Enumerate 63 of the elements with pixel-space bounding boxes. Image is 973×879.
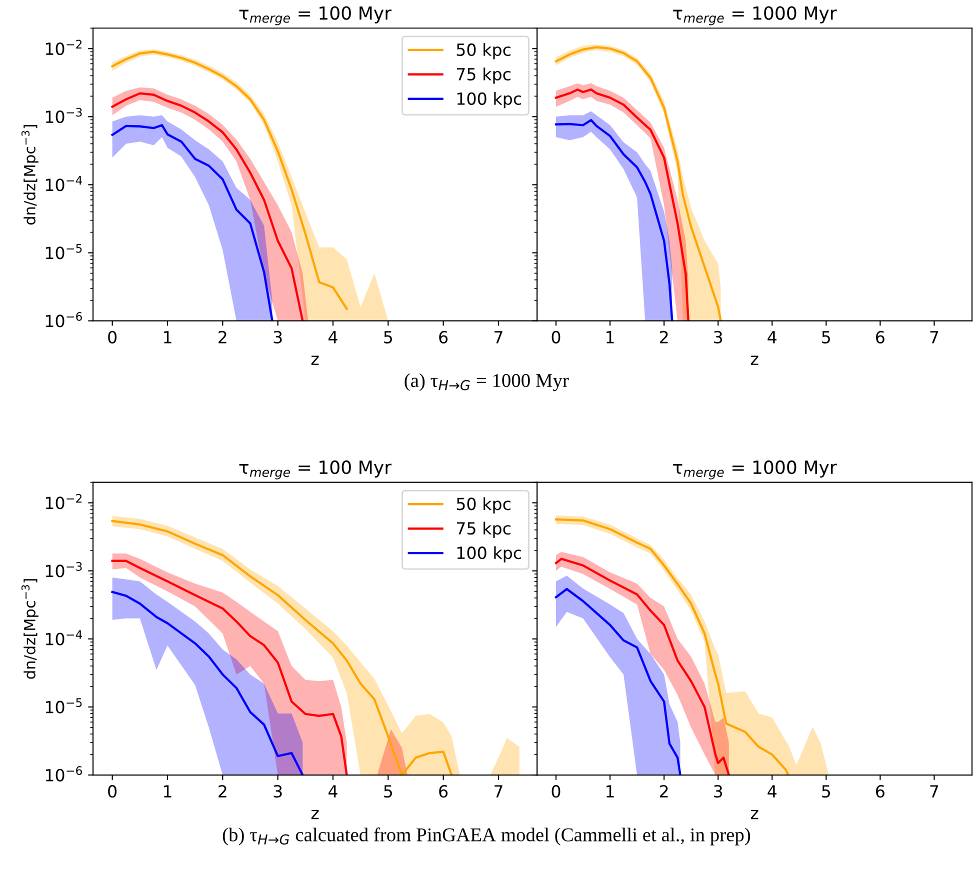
x-tick-label: 3 xyxy=(714,330,722,344)
x-tick-label: 0 xyxy=(552,785,560,798)
text: (a) τ$_{H→G}$ = 1000 Myr xyxy=(404,373,569,392)
y-tick-label: 10$^{−4}$ xyxy=(46,630,82,646)
y-tick-label: 10$^{−2}$ xyxy=(46,40,82,56)
line-series xyxy=(111,520,453,776)
x-tick-label: 6 xyxy=(439,330,448,344)
x-tick-label: 3 xyxy=(274,785,282,798)
x-tick-label: 1 xyxy=(606,331,614,344)
line-series xyxy=(111,560,348,776)
y-tick-label: 10$^{−5}$ xyxy=(46,698,82,714)
x-axis-title: z xyxy=(750,810,758,820)
x-tick-label: 5 xyxy=(822,785,830,798)
x-tick-label: 5 xyxy=(384,331,392,344)
x-tick-label: 4 xyxy=(328,785,338,798)
x-tick-label: 6 xyxy=(876,330,884,344)
legend-label: 75 kpc xyxy=(456,522,510,538)
line-series xyxy=(111,50,348,310)
x-tick-label: 0 xyxy=(108,785,117,798)
legend-label: 100 kpc xyxy=(457,92,522,108)
x-tick-label: 1 xyxy=(164,785,172,798)
x-tick-label: 4 xyxy=(768,785,776,798)
x-tick-label: 7 xyxy=(930,331,938,344)
x-tick-label: 2 xyxy=(660,785,668,798)
x-tick-label: 5 xyxy=(822,331,830,344)
x-tick-label: 7 xyxy=(494,785,502,798)
y-tick-label: 10$^{−5}$ xyxy=(46,244,82,260)
x-axis-title: z xyxy=(750,356,758,365)
y-tick-label: 10$^{−3}$ xyxy=(46,562,82,578)
y-tick-label: 10$^{−6}$ xyxy=(46,312,82,328)
x-tick-label: 7 xyxy=(494,331,502,344)
chart-title: τ$_{merge}$ = 100 Myr xyxy=(239,460,392,480)
x-axis-title: z xyxy=(311,356,319,365)
chart-title: τ$_{merge}$ = 1000 Myr xyxy=(673,460,837,480)
legend-label: 75 kpc xyxy=(456,68,510,84)
x-axis-title: z xyxy=(311,810,319,820)
x-tick-label: 4 xyxy=(328,331,338,344)
legend-label: 50 kpc xyxy=(456,497,510,514)
x-tick-label: 2 xyxy=(218,330,226,344)
x-tick-label: 1 xyxy=(606,785,614,798)
x-tick-label: 1 xyxy=(164,331,172,344)
x-tick-label: 4 xyxy=(768,331,776,344)
x-tick-label: 7 xyxy=(930,785,938,798)
x-tick-label: 5 xyxy=(384,785,392,798)
y-tick-label: 10$^{−4}$ xyxy=(46,176,82,192)
text: (b) τ$_{H→G}$ calcuated from PinGAEA model (Cammelli et al., in prep) xyxy=(222,828,750,846)
legend-label: 100 kpc xyxy=(457,546,522,562)
y-axis-title: dn/dz[Mpc$^{−3}$] xyxy=(21,124,38,225)
x-tick-label: 2 xyxy=(660,330,668,344)
legend-label: 50 kpc xyxy=(456,43,510,60)
chart-title: τ$_{merge}$ = 100 Myr xyxy=(239,6,392,26)
chart-title: τ$_{merge}$ = 1000 Myr xyxy=(673,6,837,26)
x-tick-label: 2 xyxy=(218,785,226,798)
x-tick-label: 6 xyxy=(439,785,448,798)
x-tick-label: 3 xyxy=(274,330,282,344)
x-tick-label: 0 xyxy=(108,330,117,344)
y-tick-label: 10$^{−2}$ xyxy=(46,494,82,510)
x-tick-label: 6 xyxy=(876,785,884,798)
x-tick-label: 0 xyxy=(552,330,560,344)
y-tick-label: 10$^{−3}$ xyxy=(46,108,82,124)
y-tick-label: 10$^{−6}$ xyxy=(46,766,82,782)
x-tick-label: 3 xyxy=(714,785,722,798)
y-axis-title: dn/dz[Mpc$^{−3}$] xyxy=(21,579,38,679)
